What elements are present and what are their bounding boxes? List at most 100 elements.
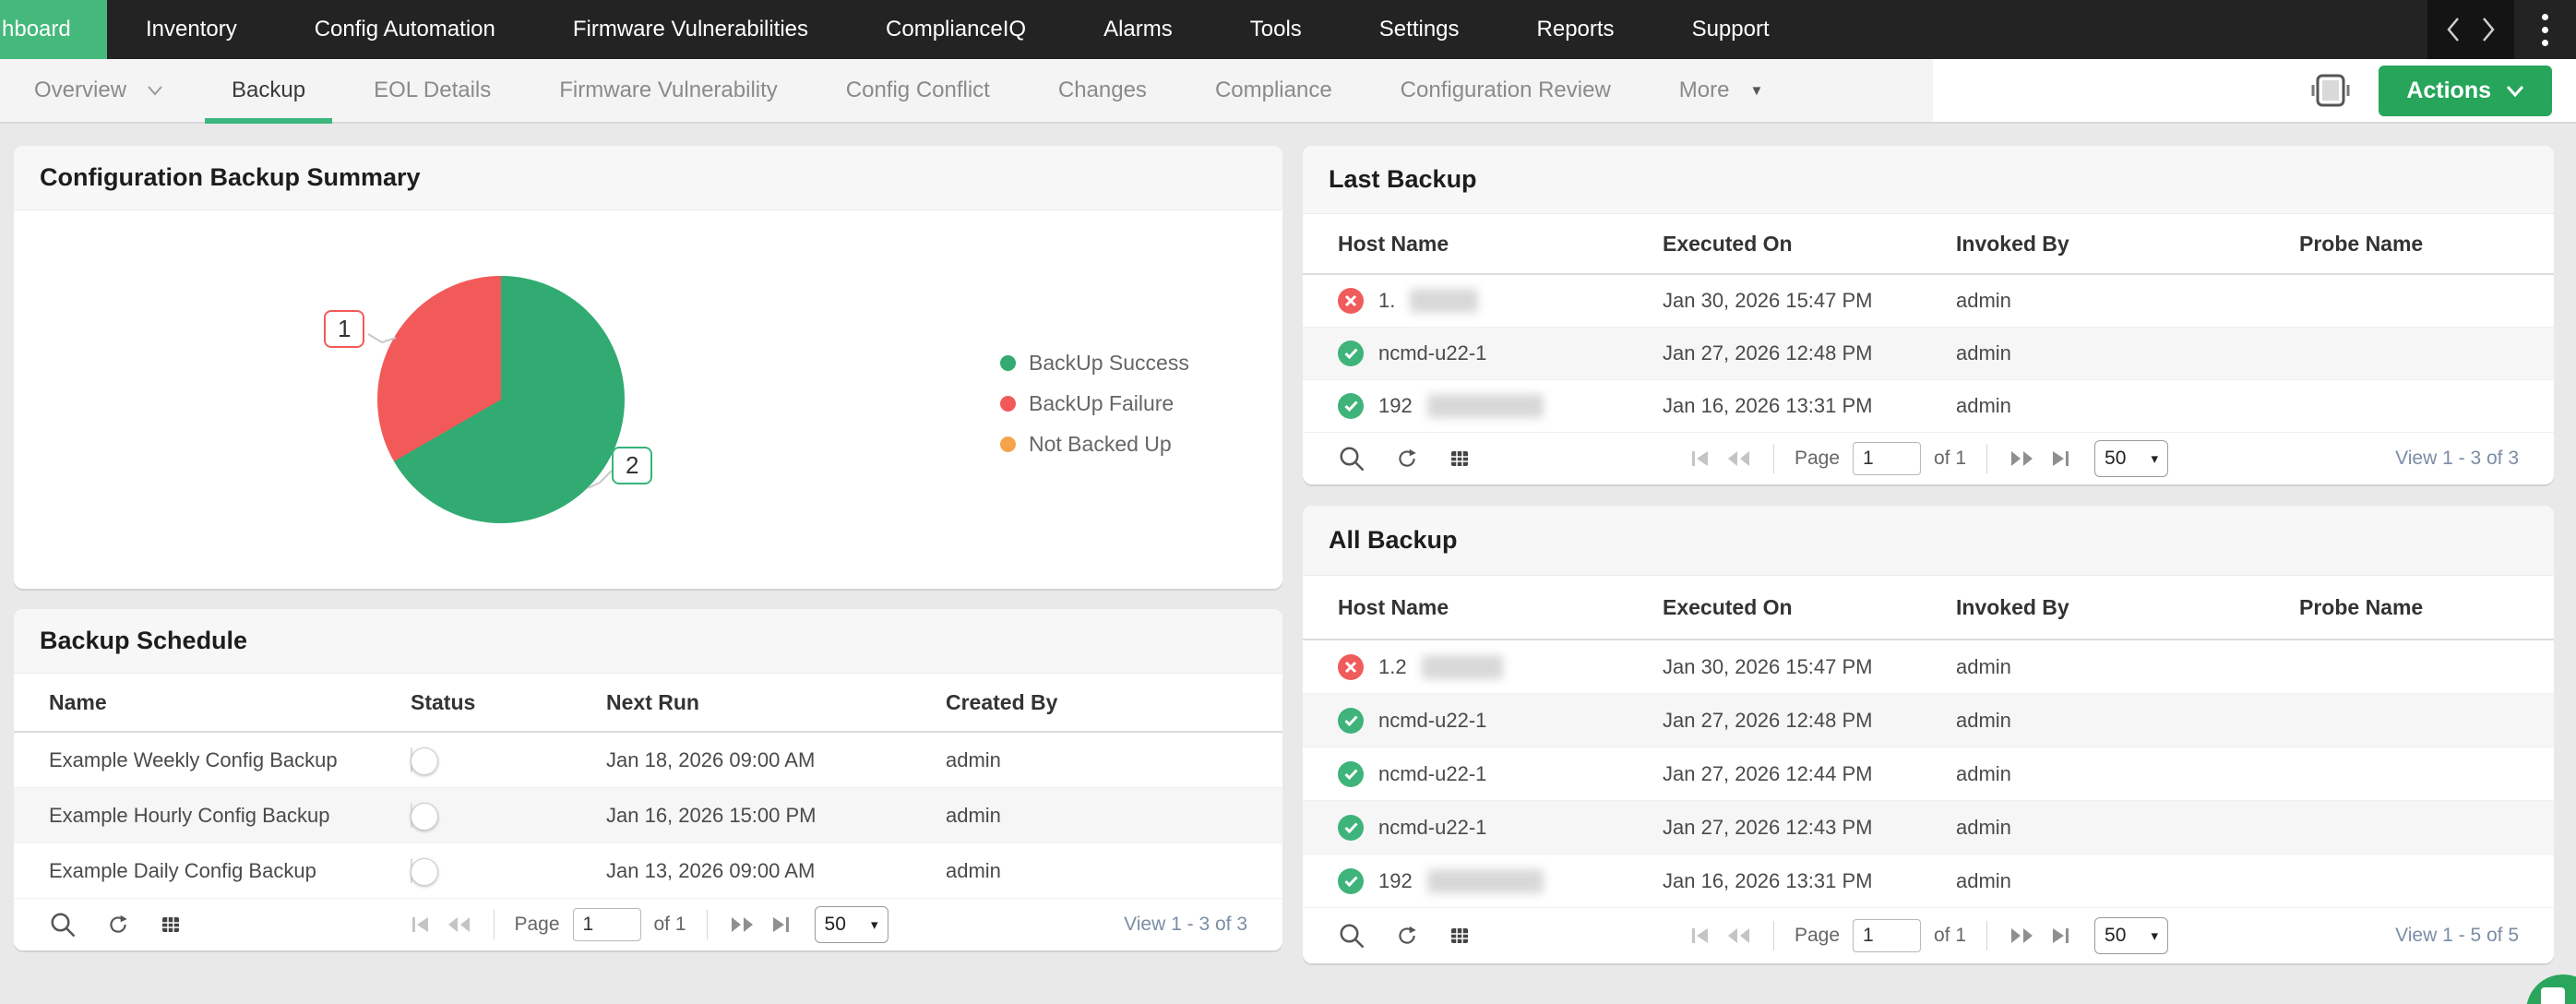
refresh-icon[interactable] bbox=[1395, 924, 1419, 948]
refresh-icon[interactable] bbox=[1395, 447, 1419, 471]
status-toggle[interactable] bbox=[411, 802, 438, 831]
last-page-icon[interactable] bbox=[2048, 447, 2072, 471]
status-toggle[interactable] bbox=[411, 857, 438, 886]
table-row[interactable]: 192 Jan 16, 2026 13:31 PM admin bbox=[1303, 380, 2554, 433]
next-page-icon[interactable] bbox=[2008, 447, 2035, 471]
nav-item-firmware-vulnerabilities[interactable]: Firmware Vulnerabilities bbox=[572, 17, 809, 42]
nav-item-reports[interactable]: Reports bbox=[1536, 17, 1615, 42]
tab-compliance[interactable]: Compliance bbox=[1214, 78, 1332, 102]
nav-item-dashboard[interactable]: hboard bbox=[0, 0, 107, 59]
tab-config-conflict[interactable]: Config Conflict bbox=[845, 78, 990, 102]
nav-item-complianceiq[interactable]: ComplianceIQ bbox=[886, 17, 1027, 42]
column-header-name: Name bbox=[49, 689, 107, 714]
nav-item-alarms[interactable]: Alarms bbox=[1103, 17, 1173, 42]
tab-changes[interactable]: Changes bbox=[1057, 78, 1147, 102]
page-size-select[interactable]: 50 ▾ bbox=[814, 906, 888, 943]
executed-on: Jan 30, 2026 15:47 PM bbox=[1663, 289, 1873, 312]
grid-icon[interactable] bbox=[1449, 448, 1471, 470]
nav-item-support[interactable]: Support bbox=[1691, 17, 1770, 42]
table-header-row: Host Name Executed On Invoked By Probe N… bbox=[1303, 576, 2554, 640]
tab-firmware-vulnerability[interactable]: Firmware Vulnerability bbox=[559, 78, 778, 102]
next-page-icon[interactable] bbox=[2008, 924, 2035, 948]
caret-down-icon: ▼ bbox=[1749, 82, 1764, 99]
legend-label: BackUp Success bbox=[1029, 351, 1189, 375]
prev-page-icon[interactable] bbox=[1725, 447, 1753, 471]
nav-item-inventory[interactable]: Inventory bbox=[146, 17, 237, 42]
page-number-input[interactable] bbox=[572, 908, 641, 941]
nav-item-settings[interactable]: Settings bbox=[1378, 17, 1460, 42]
divider bbox=[1986, 444, 1988, 473]
chevron-left-icon[interactable] bbox=[2445, 15, 2462, 44]
grid-icon[interactable] bbox=[160, 914, 182, 936]
navbar-right-controls bbox=[2427, 0, 2576, 59]
tab-eol-details[interactable]: EOL Details bbox=[374, 78, 492, 102]
page-size-select[interactable]: 50 ▾ bbox=[2094, 917, 2169, 954]
prev-page-icon[interactable] bbox=[445, 913, 472, 937]
tabbar-right-controls: Actions bbox=[2308, 59, 2576, 122]
chevron-right-icon[interactable] bbox=[2480, 15, 2497, 44]
tab-configuration-review[interactable]: Configuration Review bbox=[1400, 78, 1611, 102]
created-by: admin bbox=[946, 747, 1001, 771]
backup-success-icon bbox=[1338, 867, 1364, 894]
chat-fab-button[interactable] bbox=[2526, 974, 2576, 1004]
legend-item-not-backed-up[interactable]: Not Backed Up bbox=[1000, 432, 1189, 457]
page-size-value: 50 bbox=[2105, 925, 2127, 946]
tabbar-underlay bbox=[0, 59, 1933, 122]
column-header-probe-name: Probe Name bbox=[2299, 594, 2424, 619]
first-page-icon[interactable] bbox=[1688, 447, 1712, 471]
column-header-executed-on: Executed On bbox=[1663, 594, 1793, 619]
table-row[interactable]: 1. Jan 30, 2026 15:47 PM admin bbox=[1303, 275, 2554, 328]
nav-item-tools[interactable]: Tools bbox=[1249, 17, 1302, 42]
nav-item-config-automation[interactable]: Config Automation bbox=[314, 17, 495, 42]
table-row[interactable]: Example Hourly Config Backup Jan 16, 202… bbox=[14, 788, 1282, 843]
invoked-by: admin bbox=[1956, 868, 2011, 892]
table-row[interactable]: 1.2 Jan 30, 2026 15:47 PM admin bbox=[1303, 640, 2554, 694]
table-row[interactable]: Example Weekly Config Backup Jan 18, 202… bbox=[14, 733, 1282, 788]
next-page-icon[interactable] bbox=[728, 913, 756, 937]
first-page-icon[interactable] bbox=[408, 913, 432, 937]
page-size-select[interactable]: 50 ▾ bbox=[2094, 440, 2169, 477]
next-run: Jan 18, 2026 09:00 AM bbox=[606, 747, 816, 771]
backup-failure-icon bbox=[1338, 288, 1364, 314]
backup-success-icon bbox=[1338, 760, 1364, 787]
invoked-by: admin bbox=[1956, 394, 2011, 417]
pie-legend: BackUp Success BackUp Failure Not Backed… bbox=[1000, 351, 1189, 457]
divider bbox=[1772, 921, 1774, 950]
card-title: Configuration Backup Summary bbox=[40, 163, 421, 191]
legend-item-backup-failure[interactable]: BackUp Failure bbox=[1000, 391, 1189, 416]
card-header: All Backup bbox=[1303, 506, 2554, 576]
table-row[interactable]: ncmd-u22-1 Jan 27, 2026 12:43 PM admin bbox=[1303, 801, 2554, 855]
invoked-by: admin bbox=[1956, 289, 2011, 312]
chevron-down-icon bbox=[2506, 85, 2524, 97]
kebab-menu-icon[interactable] bbox=[2514, 0, 2576, 59]
search-icon[interactable] bbox=[49, 911, 77, 938]
invoked-by: admin bbox=[1956, 761, 2011, 785]
page-number-input[interactable] bbox=[1853, 919, 1922, 952]
table-row[interactable]: ncmd-u22-1 Jan 27, 2026 12:44 PM admin bbox=[1303, 747, 2554, 801]
table-row[interactable]: ncmd-u22-1 Jan 27, 2026 12:48 PM admin bbox=[1303, 694, 2554, 747]
tab-overview[interactable]: Overview bbox=[0, 59, 197, 122]
backup-summary-pie-chart[interactable] bbox=[377, 276, 625, 523]
grid-icon[interactable] bbox=[1449, 925, 1471, 947]
backup-failure-icon bbox=[1338, 653, 1364, 680]
prev-page-icon[interactable] bbox=[1725, 924, 1753, 948]
first-page-icon[interactable] bbox=[1688, 924, 1712, 948]
search-icon[interactable] bbox=[1338, 922, 1366, 950]
executed-on: Jan 27, 2026 12:43 PM bbox=[1663, 815, 1873, 839]
refresh-icon[interactable] bbox=[106, 913, 130, 937]
tab-more[interactable]: More ▼ bbox=[1645, 59, 1798, 122]
legend-item-backup-success[interactable]: BackUp Success bbox=[1000, 351, 1189, 376]
status-toggle[interactable] bbox=[411, 747, 438, 775]
pagination: Page of 1 50 ▾ bbox=[1688, 917, 2169, 954]
search-icon[interactable] bbox=[1338, 445, 1366, 472]
layout-icon[interactable] bbox=[2308, 68, 2353, 113]
table-row[interactable]: 192 Jan 16, 2026 13:31 PM admin bbox=[1303, 855, 2554, 908]
table-row[interactable]: Example Daily Config Backup Jan 13, 2026… bbox=[14, 843, 1282, 899]
last-page-icon[interactable] bbox=[2048, 924, 2072, 948]
last-page-icon[interactable] bbox=[769, 913, 793, 937]
tab-backup[interactable]: Backup bbox=[197, 59, 340, 124]
page-number-input[interactable] bbox=[1853, 442, 1922, 475]
table-row[interactable]: ncmd-u22-1 Jan 27, 2026 12:48 PM admin bbox=[1303, 328, 2554, 380]
actions-button[interactable]: Actions bbox=[2379, 65, 2552, 116]
table-footer: Page of 1 50 ▾ View 1 - 3 of 3 bbox=[14, 899, 1282, 950]
